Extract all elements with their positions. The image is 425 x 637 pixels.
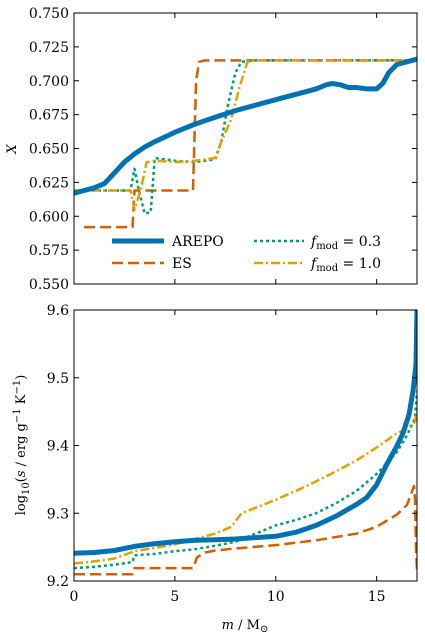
legend-entry-fmod-0-3: fmod = 0.3	[254, 234, 381, 252]
bottom-series-arepo	[74, 310, 417, 556]
bottom-x-ticks: 0 5 10 15	[70, 310, 386, 605]
bottom-series-f-mod-0-3	[74, 391, 417, 570]
legend: AREPO ES fmod = 0.3 fmod = 1.0	[112, 234, 381, 274]
bottom-y-axis-label: log10(s / erg g−1 K−1)	[12, 375, 32, 516]
bottom-y-tick-label: 9.5	[47, 371, 69, 387]
bottom-y-tick-label: 9.2	[47, 574, 69, 590]
bottom-series-group	[74, 310, 417, 576]
bottom-y-tick-label: 9.6	[47, 303, 69, 319]
bottom-y-tick-label: 9.4	[47, 439, 69, 455]
top-y-tick-label: 0.725	[29, 40, 69, 56]
legend-entry-arepo: AREPO	[112, 234, 224, 250]
top-series-f-mod-1-0	[74, 59, 417, 211]
legend-label-es: ES	[172, 256, 192, 272]
bottom-x-tick-label: 15	[368, 589, 386, 605]
top-y-tick-label: 0.550	[29, 277, 69, 293]
bottom-axes-frame	[73, 309, 418, 582]
bottom-x-tick-label: 0	[70, 589, 79, 605]
top-series-arepo	[74, 56, 417, 196]
bottom-series-es	[74, 484, 417, 576]
bottom-x-tick-label: 10	[267, 589, 285, 605]
top-y-ticks: 0.550 0.575 0.600 0.625 0.650 0.675 0.700 0.725…	[29, 6, 417, 293]
bottom-y-tick-label: 9.3	[47, 506, 69, 522]
top-series-group	[74, 56, 417, 229]
legend-label-fmod-1-0: fmod = 1.0	[310, 256, 381, 274]
legend-entry-es: ES	[112, 256, 192, 272]
top-axes-frame	[73, 12, 418, 285]
panel-entropy: 9.2 9.3 9.4 9.5 9.6 0 5 10 15 log10(s / erg g−1…	[12, 303, 418, 635]
bottom-x-axis-label: m / M⊙	[222, 618, 269, 635]
top-y-tick-label: 0.675	[29, 108, 69, 124]
panel-hydrogen-fraction: AREPO ES fmod = 0.3 fmod = 1.0 0.550 0.57…	[5, 6, 418, 293]
top-y-axis-label: X	[5, 144, 20, 155]
top-y-tick-label: 0.700	[29, 74, 69, 90]
top-y-tick-label: 0.650	[29, 142, 69, 158]
top-y-tick-label: 0.575	[29, 243, 69, 259]
bottom-series-f-mod-1-0	[74, 411, 417, 565]
legend-label-arepo: AREPO	[171, 234, 224, 250]
top-y-tick-label: 0.625	[29, 175, 69, 191]
top-y-tick-label: 0.750	[29, 6, 69, 22]
bottom-x-tick-label: 5	[170, 589, 179, 605]
legend-entry-fmod-1-0: fmod = 1.0	[254, 256, 381, 274]
legend-label-fmod-0-3: fmod = 0.3	[310, 234, 381, 252]
top-y-tick-label: 0.600	[29, 209, 69, 225]
bottom-y-ticks: 9.2 9.3 9.4 9.5 9.6	[47, 303, 417, 590]
